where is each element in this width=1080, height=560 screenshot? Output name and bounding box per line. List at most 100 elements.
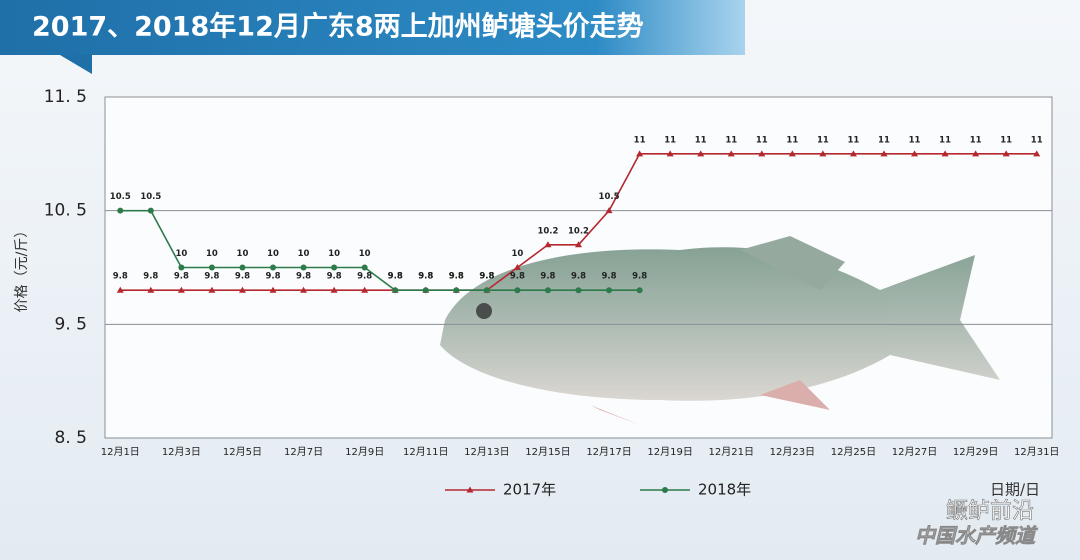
series-line [120, 209, 640, 292]
chart-title: 2017、2018年12月广东8两上加州鲈塘头价走势 [32, 11, 644, 43]
marker [239, 264, 246, 271]
data-label: 9.8 [602, 272, 617, 282]
x-tick-label: 12月23日 [770, 446, 815, 458]
data-label: 10.5 [599, 192, 620, 202]
data-label: 10.2 [568, 226, 589, 236]
data-label: 9.8 [449, 272, 464, 282]
y-tick-label: 10. 5 [44, 201, 87, 221]
fish-fin [590, 380, 830, 425]
marker [605, 207, 613, 214]
marker [269, 286, 277, 293]
y-axis-label: 价格（元/斤） [14, 224, 30, 313]
data-label: 9.8 [540, 272, 555, 282]
data-label: 9.8 [265, 272, 280, 282]
x-tick-label: 12月29日 [953, 446, 998, 458]
x-tick-label: 12月31日 [1014, 446, 1059, 458]
watermark: 中国水产频道 [915, 524, 1038, 548]
marker [636, 150, 644, 157]
title-banner [0, 0, 745, 55]
data-label: 9.8 [388, 272, 403, 282]
marker [849, 150, 857, 157]
data-label: 9.8 [143, 272, 158, 282]
marker [819, 150, 827, 157]
marker [513, 264, 521, 270]
marker [544, 287, 551, 294]
data-label: 9.8 [235, 272, 250, 282]
data-label: 11 [909, 135, 921, 145]
data-label: 10 [237, 249, 249, 259]
marker [208, 264, 215, 271]
data-label: 10 [267, 249, 279, 259]
y-tick-label: 11. 5 [44, 87, 87, 107]
marker [300, 286, 308, 293]
data-label: 9.8 [388, 272, 403, 282]
data-label: 11 [695, 135, 707, 145]
x-tick-label: 12月21日 [709, 446, 754, 458]
marker [453, 287, 460, 294]
data-label: 10.2 [537, 226, 558, 236]
x-tick-label: 12月25日 [831, 446, 876, 458]
marker [575, 241, 582, 248]
data-label: 10 [298, 249, 310, 259]
x-tick-label: 12月7日 [284, 446, 323, 458]
marker [911, 150, 919, 157]
marker [666, 150, 674, 157]
data-label: 10 [511, 249, 523, 259]
data-label: 10.5 [110, 192, 131, 202]
x-tick-label: 12月13日 [464, 446, 509, 458]
x-tick-label: 12月3日 [162, 446, 201, 458]
data-label: 11 [786, 135, 798, 145]
data-label: 9.8 [510, 272, 525, 282]
data-label: 11 [848, 135, 860, 145]
marker [147, 207, 154, 214]
marker [636, 287, 643, 294]
marker [270, 264, 277, 271]
marker [1002, 150, 1010, 157]
legend-marker [466, 486, 474, 493]
data-label: 9.8 [571, 272, 586, 282]
y-tick-label: 9. 5 [55, 314, 87, 334]
x-tick-label: 12月19日 [647, 446, 692, 458]
x-axis-label: 日期/日 [990, 481, 1040, 499]
marker [544, 241, 552, 248]
data-label: 9.8 [327, 272, 342, 282]
marker [758, 150, 766, 157]
data-label: 9.8 [449, 272, 464, 282]
marker [483, 287, 490, 294]
data-label: 11 [878, 135, 890, 145]
banner-tip [60, 55, 92, 74]
data-label: 9.8 [357, 272, 372, 282]
data-label: 10.5 [140, 192, 161, 202]
data-label: 11 [817, 135, 829, 145]
data-label: 11 [725, 135, 737, 145]
legend-marker [662, 487, 668, 493]
x-tick-label: 12月27日 [892, 446, 937, 458]
data-label: 11 [664, 135, 676, 145]
data-label: 9.8 [479, 272, 494, 282]
marker [727, 150, 735, 157]
legend-label: 2017年 [503, 481, 556, 499]
data-label: 11 [1031, 135, 1043, 145]
data-label: 11 [939, 135, 951, 145]
marker [116, 286, 124, 293]
marker [880, 150, 888, 157]
data-label: 9.8 [113, 272, 128, 282]
marker [972, 150, 980, 157]
data-label: 9.8 [418, 272, 433, 282]
data-label: 9.8 [479, 272, 494, 282]
data-label: 11 [970, 135, 982, 145]
data-label: 9.8 [296, 272, 311, 282]
data-label: 11 [1000, 135, 1012, 145]
data-label: 10 [359, 249, 371, 259]
data-label: 11 [756, 135, 768, 145]
marker [361, 286, 369, 293]
data-label: 11 [634, 135, 646, 145]
marker [575, 287, 582, 294]
marker [208, 286, 216, 293]
marker [117, 207, 124, 214]
marker [178, 264, 185, 271]
y-tick-label: 8. 5 [55, 428, 87, 448]
marker [1033, 150, 1041, 157]
marker [514, 287, 521, 294]
